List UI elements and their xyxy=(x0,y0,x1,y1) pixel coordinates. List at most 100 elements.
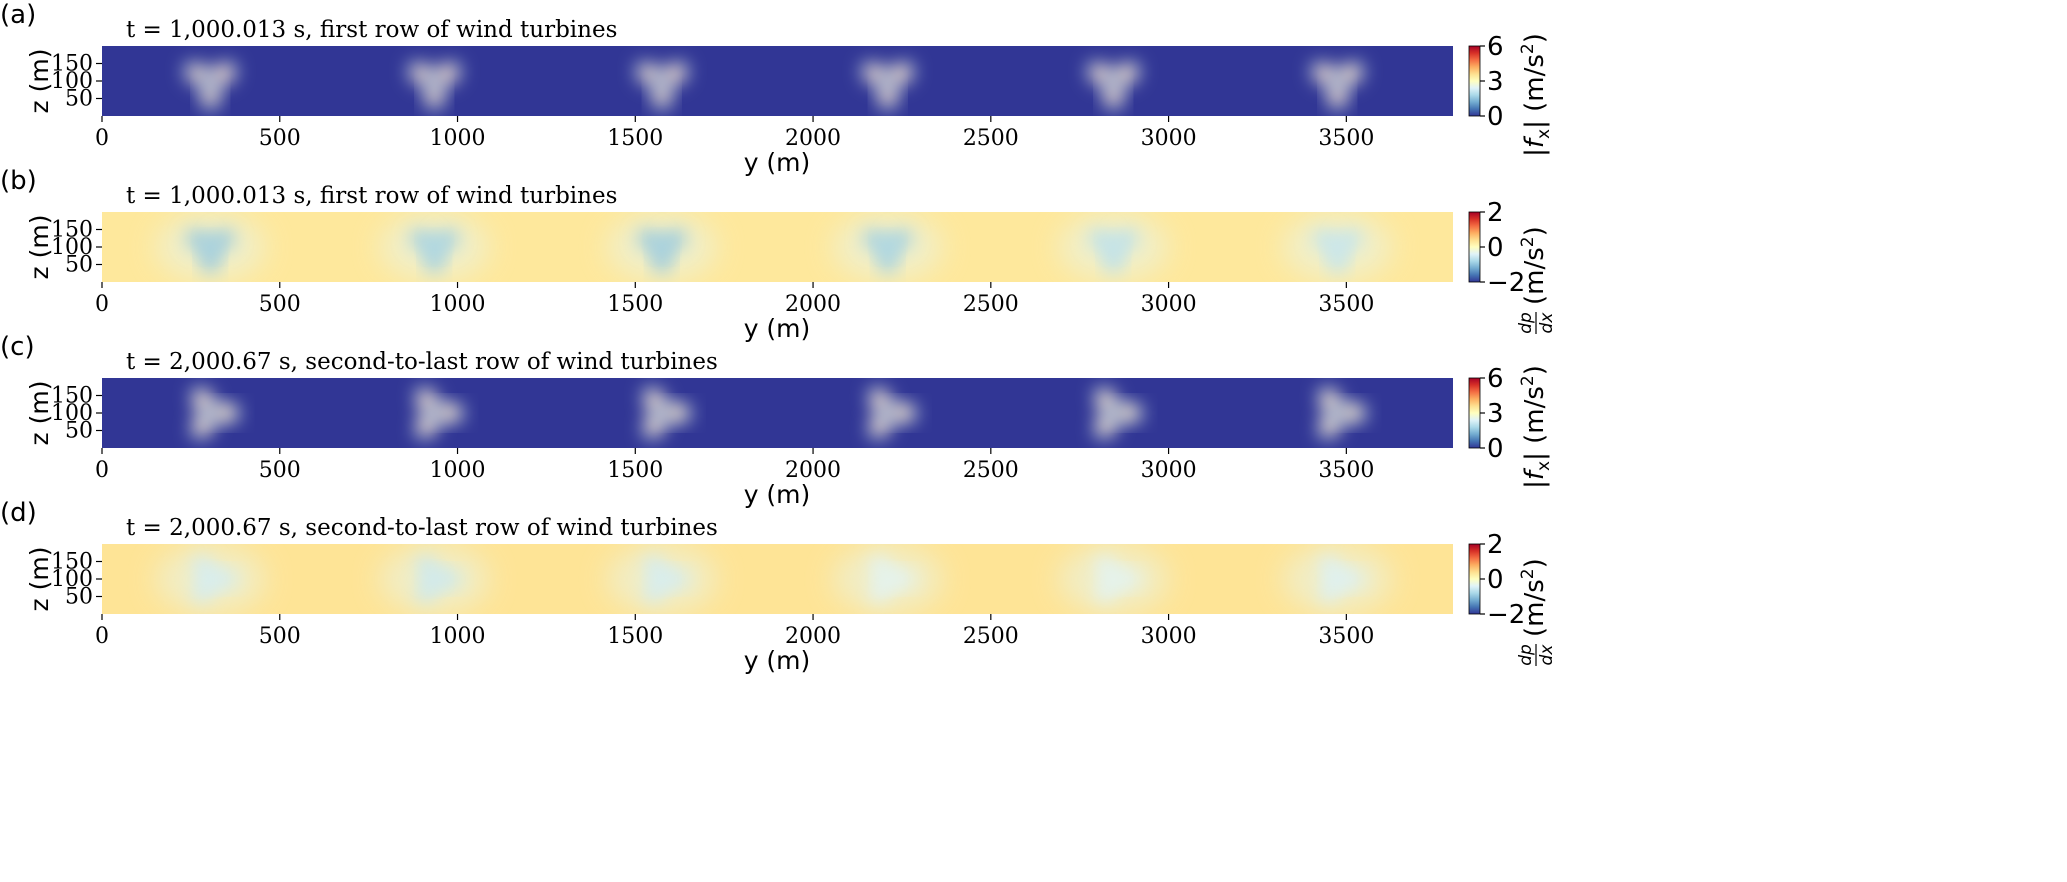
colorbar-label: dp dx (m/s2) xyxy=(1516,226,1557,334)
turbine-footprint xyxy=(184,62,237,110)
x-tick-label: 1500 xyxy=(607,126,663,151)
turbine-footprint xyxy=(832,545,943,613)
colorbar xyxy=(1469,544,1480,614)
panel-title: t = 2,000.67 s, second-to-last row of wi… xyxy=(126,515,718,541)
x-tick-label: 2500 xyxy=(963,126,1019,151)
turbine-blade xyxy=(877,79,898,110)
turbine-hub xyxy=(1327,237,1348,257)
turbine-blade xyxy=(1327,79,1348,110)
turbine-footprint xyxy=(832,213,943,281)
turbine-blade xyxy=(1112,403,1143,423)
panel-title: t = 1,000.013 s, first row of wind turbi… xyxy=(126,17,617,43)
turbine-hub xyxy=(651,569,672,589)
turbine-hub xyxy=(200,569,221,589)
turbine-footprint xyxy=(155,213,266,281)
y-tick-label: 150 xyxy=(51,550,93,575)
y-tick-label: 50 xyxy=(65,253,93,278)
turbine-hub xyxy=(1103,237,1124,257)
x-tick-label: 2500 xyxy=(963,624,1019,649)
panel-title: t = 1,000.013 s, first row of wind turbi… xyxy=(126,183,617,209)
panel-label: (d) xyxy=(0,498,37,528)
y-tick-label: 50 xyxy=(65,87,93,112)
heatmap-field xyxy=(102,544,1453,614)
colorbar-tick-label: 0 xyxy=(1487,565,1504,595)
turbine-blade xyxy=(885,62,914,86)
turbine-footprint xyxy=(1058,545,1169,613)
colorbar-label-denominator: dx xyxy=(1537,644,1557,666)
y-tick-label: 150 xyxy=(51,52,93,77)
turbine-blade xyxy=(415,387,439,416)
turbine-blade xyxy=(643,410,667,439)
turbine-blade xyxy=(1103,79,1124,110)
x-tick-label: 1500 xyxy=(607,292,663,317)
turbine-blade xyxy=(408,62,437,86)
heatmap-background xyxy=(102,378,1453,448)
y-tick-label: 100 xyxy=(51,401,93,426)
colorbar-tick-label: 0 xyxy=(1487,102,1504,132)
turbine-blade xyxy=(433,403,464,423)
turbine-footprint xyxy=(643,387,691,439)
x-tick-label: 2000 xyxy=(785,126,841,151)
turbine-hub xyxy=(424,237,445,257)
turbine-blade xyxy=(643,387,667,416)
colorbar-tick-label: 3 xyxy=(1487,67,1504,97)
x-tick-label: 500 xyxy=(259,126,301,151)
x-tick-label: 3000 xyxy=(1141,624,1197,649)
x-tick-label: 1000 xyxy=(430,126,486,151)
x-tick-label: 2500 xyxy=(963,292,1019,317)
turbine-footprint xyxy=(635,62,688,110)
turbine-blade xyxy=(869,387,893,416)
colorbar-tick-label: −2 xyxy=(1487,268,1525,298)
turbine-blade xyxy=(1095,410,1118,439)
x-tick-label: 3000 xyxy=(1141,126,1197,151)
turbine-footprint xyxy=(379,545,490,613)
panel-label: (a) xyxy=(0,0,36,30)
turbine-blade xyxy=(209,403,240,423)
colorbar-tick-label: 2 xyxy=(1487,198,1504,228)
x-tick-label: 500 xyxy=(259,292,301,317)
turbine-footprint xyxy=(408,62,461,110)
x-tick-label: 3500 xyxy=(1318,292,1374,317)
turbine-blade xyxy=(184,62,213,86)
turbine-blade xyxy=(432,62,461,86)
colorbar-label: |fx| (m/s2) xyxy=(1518,33,1554,157)
y-tick-label: 150 xyxy=(51,218,93,243)
heatmap-background xyxy=(102,544,1453,614)
y-tick-label: 100 xyxy=(51,235,93,260)
turbine-hub xyxy=(877,569,898,589)
turbine-blade xyxy=(660,403,691,423)
colorbar-label: |fx| (m/s2) xyxy=(1518,365,1554,489)
turbine-blade xyxy=(191,387,215,416)
turbine-blade xyxy=(660,62,688,86)
turbine-blade xyxy=(1319,410,1342,439)
y-axis-label: z (m) xyxy=(25,381,54,446)
x-tick-label: 2000 xyxy=(785,624,841,649)
turbine-blade xyxy=(415,410,439,439)
x-tick-label: 0 xyxy=(95,126,109,151)
colorbar-label-units: (m/s2) xyxy=(1518,226,1550,305)
turbine-footprint xyxy=(1282,545,1393,613)
x-tick-label: 3500 xyxy=(1318,458,1374,483)
colorbar xyxy=(1469,378,1480,448)
y-axis-label: z (m) xyxy=(25,215,54,280)
x-tick-label: 1500 xyxy=(607,458,663,483)
x-tick-label: 3000 xyxy=(1141,458,1197,483)
x-tick-label: 0 xyxy=(95,458,109,483)
colorbar-label-numerator: dp xyxy=(1516,644,1536,666)
x-tick-label: 2500 xyxy=(963,458,1019,483)
turbine-footprint xyxy=(1058,213,1169,281)
turbine-footprint xyxy=(1095,387,1143,439)
turbine-blade xyxy=(1335,62,1364,86)
x-tick-label: 0 xyxy=(95,624,109,649)
panel-b: (b) t = 1,000.013 s, first row of wind tu… xyxy=(0,166,1557,343)
x-tick-label: 2000 xyxy=(785,458,841,483)
turbine-footprint xyxy=(861,62,914,110)
colorbar-tick-label: 3 xyxy=(1487,399,1504,429)
turbine-blade xyxy=(869,410,893,439)
colorbar-label-units: (m/s2) xyxy=(1518,558,1550,637)
colorbar-label: dp dx (m/s2) xyxy=(1516,558,1557,666)
heatmap-background xyxy=(102,212,1453,282)
turbine-footprint xyxy=(191,387,240,439)
turbine-blade xyxy=(1111,62,1140,86)
x-axis-label: y (m) xyxy=(744,646,811,675)
